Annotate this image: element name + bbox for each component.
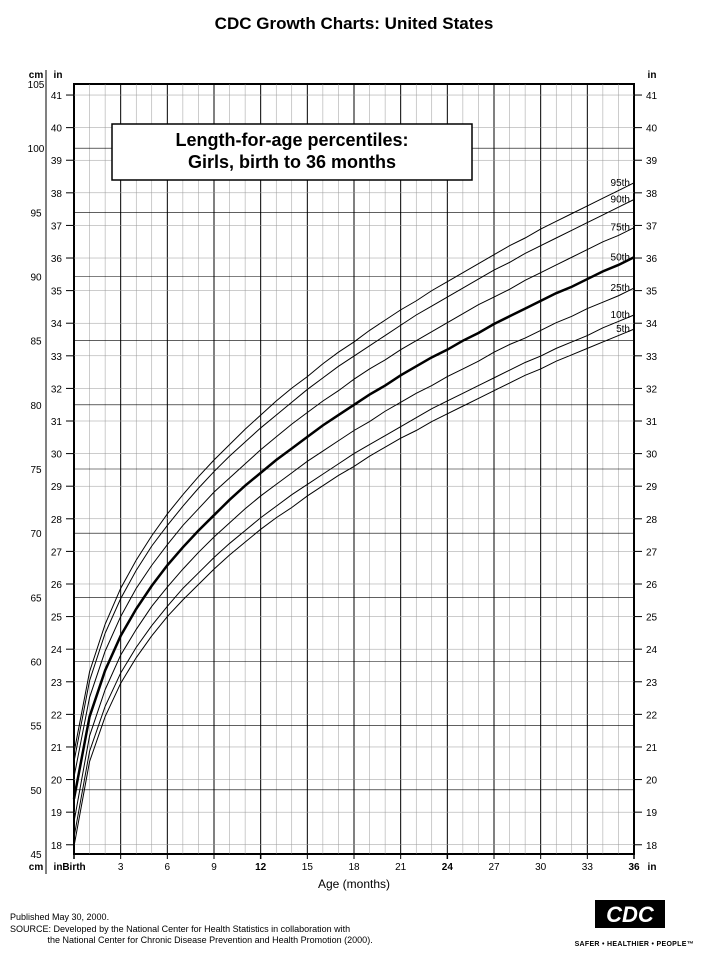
svg-text:80: 80 — [30, 401, 42, 412]
svg-text:41: 41 — [646, 91, 658, 102]
svg-text:cm: cm — [29, 70, 44, 81]
svg-text:25: 25 — [646, 613, 658, 624]
svg-text:39: 39 — [646, 156, 658, 167]
svg-text:18: 18 — [348, 862, 360, 873]
svg-text:36: 36 — [646, 254, 658, 265]
svg-text:12: 12 — [255, 862, 267, 873]
svg-text:27: 27 — [51, 547, 63, 558]
svg-text:29: 29 — [51, 482, 63, 493]
svg-text:22: 22 — [646, 710, 658, 721]
svg-text:in: in — [648, 70, 657, 81]
svg-text:35: 35 — [646, 287, 658, 298]
svg-text:24: 24 — [51, 645, 63, 656]
svg-text:41: 41 — [51, 91, 63, 102]
svg-text:Age (months): Age (months) — [318, 877, 390, 891]
svg-text:90: 90 — [30, 273, 42, 284]
svg-text:36: 36 — [628, 862, 640, 873]
svg-text:5th: 5th — [616, 324, 630, 335]
svg-text:Girls, birth to 36 months: Girls, birth to 36 months — [188, 152, 396, 172]
cdc-tagline: SAFER • HEALTHIER • PEOPLE™ — [575, 940, 694, 949]
svg-text:22: 22 — [51, 710, 63, 721]
svg-text:24: 24 — [646, 645, 658, 656]
svg-text:in: in — [54, 862, 63, 873]
svg-text:21: 21 — [395, 862, 407, 873]
svg-text:in: in — [648, 862, 657, 873]
svg-text:34: 34 — [646, 319, 658, 330]
svg-text:21: 21 — [51, 743, 63, 754]
svg-text:CDC: CDC — [606, 902, 655, 927]
svg-text:26: 26 — [646, 580, 658, 591]
svg-text:37: 37 — [646, 221, 658, 232]
svg-text:26: 26 — [51, 580, 63, 591]
svg-text:31: 31 — [51, 417, 63, 428]
svg-text:65: 65 — [30, 593, 42, 604]
svg-text:27: 27 — [488, 862, 500, 873]
svg-text:25: 25 — [51, 613, 63, 624]
svg-text:85: 85 — [30, 337, 42, 348]
svg-text:37: 37 — [51, 221, 63, 232]
svg-text:27: 27 — [646, 547, 658, 558]
svg-text:31: 31 — [646, 417, 658, 428]
svg-text:19: 19 — [646, 808, 658, 819]
svg-text:25th: 25th — [611, 283, 630, 294]
svg-text:33: 33 — [51, 352, 63, 363]
svg-text:30: 30 — [535, 862, 547, 873]
svg-text:40: 40 — [51, 124, 63, 135]
svg-text:28: 28 — [646, 515, 658, 526]
svg-text:Length-for-age percentiles:: Length-for-age percentiles: — [175, 130, 408, 150]
svg-text:34: 34 — [51, 319, 63, 330]
svg-text:95: 95 — [30, 208, 42, 219]
svg-text:19: 19 — [51, 808, 63, 819]
svg-text:45: 45 — [30, 850, 42, 861]
svg-text:in: in — [54, 70, 63, 81]
svg-text:50: 50 — [30, 786, 42, 797]
svg-text:60: 60 — [30, 658, 42, 669]
svg-text:50th: 50th — [611, 252, 630, 263]
svg-text:Birth: Birth — [62, 862, 85, 873]
svg-text:100: 100 — [28, 144, 45, 155]
svg-text:90th: 90th — [611, 195, 630, 206]
svg-text:29: 29 — [646, 482, 658, 493]
svg-text:30: 30 — [646, 450, 658, 461]
svg-text:3: 3 — [118, 862, 124, 873]
svg-text:32: 32 — [51, 384, 63, 395]
svg-text:36: 36 — [51, 254, 63, 265]
svg-text:95th: 95th — [611, 178, 630, 189]
svg-text:10th: 10th — [611, 310, 630, 321]
svg-text:30: 30 — [51, 450, 63, 461]
svg-text:20: 20 — [51, 776, 63, 787]
svg-text:75th: 75th — [611, 223, 630, 234]
svg-text:9: 9 — [211, 862, 217, 873]
svg-text:38: 38 — [51, 189, 63, 200]
svg-text:38: 38 — [646, 189, 658, 200]
svg-text:70: 70 — [30, 529, 42, 540]
svg-text:40: 40 — [646, 124, 658, 135]
cdc-logo: CDC SAFER • HEALTHIER • PEOPLE™ — [575, 900, 694, 949]
svg-text:39: 39 — [51, 156, 63, 167]
svg-text:35: 35 — [51, 287, 63, 298]
svg-text:cm: cm — [29, 862, 44, 873]
svg-text:18: 18 — [51, 841, 63, 852]
svg-text:18: 18 — [646, 841, 658, 852]
svg-text:33: 33 — [582, 862, 594, 873]
growth-chart: Birth369121518212427303336Age (months)45… — [10, 44, 698, 904]
svg-text:33: 33 — [646, 352, 658, 363]
svg-text:105: 105 — [28, 80, 45, 91]
svg-text:24: 24 — [442, 862, 454, 873]
svg-text:32: 32 — [646, 384, 658, 395]
chart-svg: Birth369121518212427303336Age (months)45… — [10, 44, 698, 904]
svg-text:75: 75 — [30, 465, 42, 476]
svg-text:23: 23 — [51, 678, 63, 689]
svg-text:23: 23 — [646, 678, 658, 689]
cdc-logo-icon: CDC — [575, 900, 685, 940]
svg-text:20: 20 — [646, 776, 658, 787]
svg-text:28: 28 — [51, 515, 63, 526]
svg-text:6: 6 — [165, 862, 171, 873]
svg-text:55: 55 — [30, 722, 42, 733]
svg-text:21: 21 — [646, 743, 658, 754]
page-title: CDC Growth Charts: United States — [10, 14, 698, 34]
footer: Published May 30, 2000. SOURCE: Develope… — [10, 912, 698, 947]
svg-text:15: 15 — [302, 862, 314, 873]
